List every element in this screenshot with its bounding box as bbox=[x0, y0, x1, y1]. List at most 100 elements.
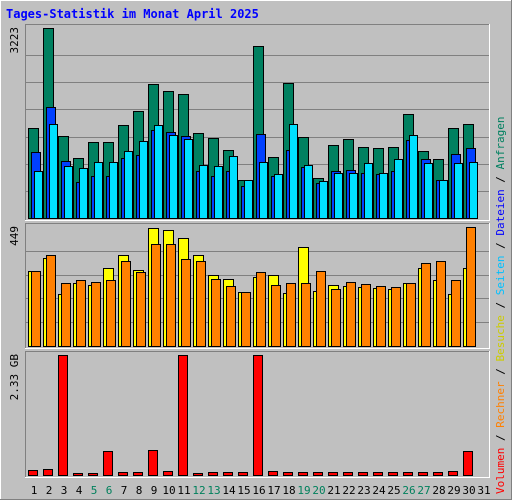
bar-volumen-day-22 bbox=[343, 472, 353, 476]
legend-entry: Seiten bbox=[494, 256, 507, 296]
legend-text: Volumen / Rechner / Besuche / Seiten / D… bbox=[494, 116, 507, 494]
x-tick-label: 6 bbox=[106, 484, 113, 497]
bar-rechner-day-8 bbox=[136, 272, 146, 347]
bar-volumen-day-24 bbox=[373, 472, 383, 476]
bar-volumen-day-20 bbox=[313, 472, 323, 476]
bar-seiten-day-24 bbox=[379, 173, 388, 219]
bar-seiten-day-5 bbox=[94, 162, 103, 219]
bar-volumen-day-18 bbox=[283, 472, 293, 476]
bar-volumen-day-28 bbox=[433, 472, 443, 476]
bar-volumen-day-9 bbox=[148, 450, 158, 476]
bar-volumen-day-26 bbox=[403, 472, 413, 476]
legend-separator: / bbox=[494, 169, 507, 189]
x-tick-label: 2 bbox=[46, 484, 53, 497]
bar-volumen-day-27 bbox=[418, 472, 428, 476]
bar-rechner-day-1 bbox=[31, 271, 41, 347]
bar-volumen-day-11 bbox=[178, 355, 188, 476]
bar-rechner-day-3 bbox=[61, 283, 71, 347]
legend-separator: / bbox=[494, 428, 507, 448]
bar-rechner-day-14 bbox=[226, 286, 236, 347]
bar-rechner-day-15 bbox=[241, 292, 251, 347]
x-tick-label: 29 bbox=[447, 484, 460, 497]
bar-seiten-day-11 bbox=[184, 139, 193, 219]
x-tick-label: 21 bbox=[327, 484, 340, 497]
bar-rechner-day-23 bbox=[361, 284, 371, 347]
bar-volumen-day-1 bbox=[28, 470, 38, 476]
x-tick-label: 25 bbox=[387, 484, 400, 497]
bar-rechner-day-4 bbox=[76, 280, 86, 347]
bar-seiten-day-27 bbox=[424, 163, 433, 219]
x-tick-label: 8 bbox=[136, 484, 143, 497]
bar-seiten-day-3 bbox=[64, 166, 73, 219]
bar-volumen-day-29 bbox=[448, 471, 458, 476]
bar-rechner-day-27 bbox=[421, 263, 431, 347]
legend-entry: Rechner bbox=[494, 381, 507, 428]
x-tick-label: 22 bbox=[342, 484, 355, 497]
bar-volumen-day-13 bbox=[208, 472, 218, 476]
panel-volume: 2.33 GB bbox=[8, 351, 490, 478]
bar-volumen-day-17 bbox=[268, 471, 278, 476]
bar-seiten-day-17 bbox=[274, 174, 283, 219]
bar-rechner-day-6 bbox=[106, 280, 116, 347]
bar-volumen-day-2 bbox=[43, 469, 53, 476]
x-tick-label: 4 bbox=[76, 484, 83, 497]
x-tick-label: 3 bbox=[61, 484, 68, 497]
panel-visits: 449 bbox=[8, 223, 490, 349]
bar-volumen-day-14 bbox=[223, 472, 233, 476]
bar-seiten-day-28 bbox=[439, 180, 448, 219]
bar-seiten-day-15 bbox=[244, 180, 253, 219]
legend: Volumen / Rechner / Besuche / Seiten / D… bbox=[494, 116, 507, 494]
bar-volumen-day-3 bbox=[58, 355, 68, 476]
x-tick-label: 28 bbox=[432, 484, 445, 497]
bar-volumen-day-23 bbox=[358, 472, 368, 476]
bar-seiten-day-9 bbox=[154, 125, 163, 219]
bar-seiten-day-21 bbox=[334, 173, 343, 219]
bar-seiten-day-16 bbox=[259, 162, 268, 219]
x-tick-label: 1 bbox=[31, 484, 38, 497]
x-tick-label: 5 bbox=[91, 484, 98, 497]
bar-volumen-day-7 bbox=[118, 472, 128, 476]
bar-seiten-day-2 bbox=[49, 124, 58, 219]
bar-volumen-day-10 bbox=[163, 471, 173, 476]
legend-entry: Anfragen bbox=[494, 116, 507, 169]
bar-rechner-day-18 bbox=[286, 283, 296, 347]
legend-entry: Dateien bbox=[494, 189, 507, 235]
bar-volumen-day-15 bbox=[238, 472, 248, 476]
panel-requests: 3223 bbox=[8, 24, 490, 221]
bar-rechner-day-19 bbox=[301, 283, 311, 347]
bar-rechner-day-12 bbox=[196, 261, 206, 347]
y-max-label: 3223 bbox=[8, 27, 21, 54]
x-axis-day-labels: 1 2 3 4 5 6 7 8 9 10 11 12 13 14 15 16 17 18 19 20 21 22 23 24 2… bbox=[31, 484, 491, 497]
x-tick-label: 16 bbox=[252, 484, 265, 497]
x-tick-label: 10 bbox=[162, 484, 175, 497]
bar-seiten-day-19 bbox=[304, 165, 313, 219]
chart-panels: 3223 449 2.33 GB bbox=[8, 24, 490, 478]
bar-rechner-day-16 bbox=[256, 272, 266, 347]
bar-seiten-day-12 bbox=[199, 165, 208, 219]
legend-separator: / bbox=[494, 295, 507, 315]
bar-rechner-day-9 bbox=[151, 244, 161, 347]
bar-rechner-day-24 bbox=[376, 286, 386, 347]
legend-separator: / bbox=[494, 362, 507, 382]
bar-seiten-day-30 bbox=[469, 162, 478, 219]
legend-entry: Besuche bbox=[494, 315, 507, 361]
bar-rechner-day-17 bbox=[271, 285, 281, 347]
x-tick-label: 24 bbox=[372, 484, 386, 497]
bar-seiten-day-7 bbox=[124, 151, 133, 219]
legend-separator: / bbox=[494, 236, 507, 256]
bar-volumen-day-30 bbox=[463, 451, 473, 476]
bar-volumen-day-12 bbox=[193, 473, 203, 476]
x-tick-label: 31 bbox=[477, 484, 490, 497]
x-tick-label: 9 bbox=[151, 484, 158, 497]
bar-seiten-day-29 bbox=[454, 163, 463, 219]
bar-rechner-day-25 bbox=[391, 287, 401, 347]
x-tick-label: 15 bbox=[237, 484, 250, 497]
x-tick-label: 19 bbox=[297, 484, 310, 497]
bar-seiten-day-13 bbox=[214, 166, 223, 219]
bar-seiten-day-8 bbox=[139, 141, 148, 219]
bar-volumen-day-8 bbox=[133, 472, 143, 476]
bar-rechner-day-7 bbox=[121, 261, 131, 347]
y-max-label: 449 bbox=[8, 226, 21, 246]
bar-seiten-day-23 bbox=[364, 163, 373, 219]
chart-title: Tages-Statistik im Monat April 2025 bbox=[6, 7, 259, 21]
